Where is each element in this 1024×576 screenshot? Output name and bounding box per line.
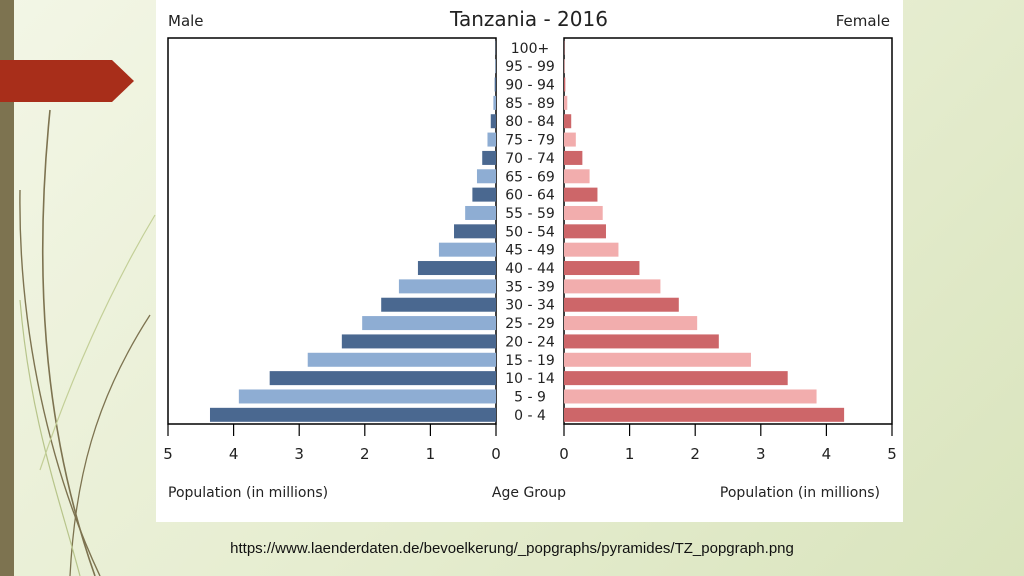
male-side-label: Male xyxy=(168,12,204,30)
female-bar xyxy=(564,132,576,147)
age-group-label: 80 - 84 xyxy=(505,114,555,130)
female-bar xyxy=(564,371,788,386)
male-bar xyxy=(472,187,496,202)
male-bar xyxy=(362,316,496,331)
female-bar xyxy=(564,316,698,331)
female-bar xyxy=(564,205,603,220)
age-group-label: 95 - 99 xyxy=(505,59,555,75)
arrow-shape xyxy=(0,60,134,102)
male-tick-label: 3 xyxy=(294,445,304,463)
female-bar xyxy=(564,114,572,129)
male-bar xyxy=(209,407,496,422)
male-bar xyxy=(398,279,496,294)
age-group-label: 50 - 54 xyxy=(505,224,555,240)
slide-arrow-marker xyxy=(0,60,134,102)
population-pyramid-chart: Tanzania - 2016 Male Female 0 - 45 - 910… xyxy=(163,7,897,501)
age-group-label: 10 - 14 xyxy=(505,371,555,387)
male-bar xyxy=(417,261,496,276)
age-group-label: 60 - 64 xyxy=(505,188,555,204)
female-bar xyxy=(564,279,661,294)
left-accent-stripe xyxy=(0,0,14,576)
male-bar xyxy=(493,95,496,110)
age-group-label: 70 - 74 xyxy=(505,151,555,167)
male-bar xyxy=(490,114,496,129)
female-tick-label: 2 xyxy=(690,445,700,463)
female-bar xyxy=(564,95,568,110)
bars-layer xyxy=(209,40,845,422)
age-group-label: 20 - 24 xyxy=(505,334,555,350)
female-bar xyxy=(564,261,640,276)
male-tick-label: 1 xyxy=(426,445,436,463)
male-tick-label: 4 xyxy=(229,445,239,463)
male-bar xyxy=(465,205,496,220)
axis-ticks: 0 0 1 1 2 2 3 3 4 4 5 5 xyxy=(163,424,897,463)
male-bar xyxy=(454,224,496,239)
female-bar xyxy=(564,187,598,202)
female-bar xyxy=(564,77,566,92)
age-group-label: 100+ xyxy=(511,41,549,57)
male-bar xyxy=(438,242,496,257)
female-tick-label: 0 xyxy=(559,445,569,463)
female-bar xyxy=(564,169,590,184)
age-group-label: 30 - 34 xyxy=(505,298,555,314)
age-group-label: 15 - 19 xyxy=(505,353,555,369)
chart-title: Tanzania - 2016 xyxy=(449,7,608,31)
age-group-labels: 0 - 4 5 - 9 10 - 14 15 - 19 20 - 24 25 - 29 30… xyxy=(505,41,555,424)
age-group-label: 25 - 29 xyxy=(505,316,555,332)
female-bar xyxy=(564,150,583,165)
male-bar xyxy=(487,132,496,147)
male-bar xyxy=(238,389,496,404)
male-bar xyxy=(494,77,496,92)
female-bar xyxy=(564,59,565,74)
age-group-label: 5 - 9 xyxy=(514,389,546,405)
female-bar xyxy=(564,297,679,312)
female-bar xyxy=(564,352,751,367)
age-group-label: 40 - 44 xyxy=(505,261,555,277)
male-bar xyxy=(482,150,496,165)
male-bar xyxy=(381,297,496,312)
male-tick-label: 0 xyxy=(491,445,501,463)
male-bar xyxy=(476,169,496,184)
age-group-label: 35 - 39 xyxy=(505,279,555,295)
age-group-label: 45 - 49 xyxy=(505,243,555,259)
female-side-label: Female xyxy=(836,12,890,30)
female-axis-title: Population (in millions) xyxy=(720,485,880,501)
male-bar xyxy=(269,371,496,386)
female-tick-label: 5 xyxy=(887,445,897,463)
female-tick-label: 1 xyxy=(625,445,635,463)
male-bar xyxy=(341,334,496,349)
age-group-label: 0 - 4 xyxy=(514,408,546,424)
female-tick-label: 4 xyxy=(822,445,832,463)
female-bar xyxy=(564,389,817,404)
decorative-curves xyxy=(19,109,156,576)
source-url-caption: https://www.laenderdaten.de/bevoelkerung… xyxy=(230,540,794,557)
age-group-label: 55 - 59 xyxy=(505,206,555,222)
male-bar xyxy=(495,59,496,74)
age-group-label: 85 - 89 xyxy=(505,96,555,112)
male-tick-label: 5 xyxy=(163,445,173,463)
female-tick-label: 3 xyxy=(756,445,766,463)
age-group-label: 65 - 69 xyxy=(505,169,555,185)
male-tick-label: 2 xyxy=(360,445,370,463)
age-group-label: 90 - 94 xyxy=(505,78,555,94)
female-bar xyxy=(564,334,719,349)
female-bar xyxy=(564,224,606,239)
male-bar xyxy=(307,352,496,367)
female-bar xyxy=(564,407,845,422)
female-bar xyxy=(564,242,619,257)
age-group-axis-title: Age Group xyxy=(492,485,566,501)
male-axis-title: Population (in millions) xyxy=(168,485,328,501)
age-group-label: 75 - 79 xyxy=(505,133,555,149)
